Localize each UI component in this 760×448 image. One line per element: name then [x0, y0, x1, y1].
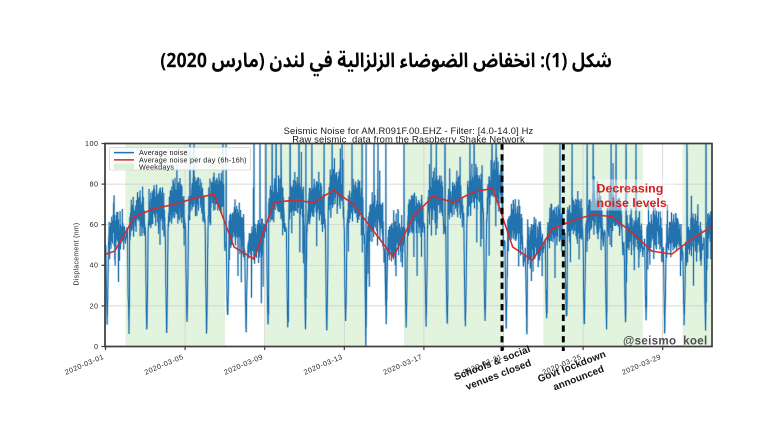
svg-text:Seismic Noise for AM.R091F.00.: Seismic Noise for AM.R091F.00.EHZ - Filt…: [284, 125, 534, 136]
svg-text:60: 60: [90, 220, 99, 229]
svg-text:40: 40: [90, 261, 99, 270]
svg-text:20: 20: [90, 301, 99, 310]
svg-text:80: 80: [90, 180, 99, 189]
svg-text:Displacement (nm): Displacement (nm): [74, 223, 81, 286]
svg-text:Raw seismic data from the Ras: Raw seismic data from the Raspberry Shak…: [292, 134, 525, 145]
svg-text:Average noise: Average noise: [139, 149, 188, 157]
svg-text:Average noise per day (6h-16h): Average noise per day (6h-16h): [139, 156, 247, 164]
svg-text:0: 0: [94, 342, 99, 351]
svg-text:Decreasing: Decreasing: [597, 182, 664, 196]
svg-text:@seismo_koel: @seismo_koel: [623, 335, 708, 348]
svg-text:100: 100: [85, 139, 99, 148]
svg-text:Weekdays: Weekdays: [139, 164, 174, 172]
svg-text:noise levels: noise levels: [597, 196, 667, 210]
